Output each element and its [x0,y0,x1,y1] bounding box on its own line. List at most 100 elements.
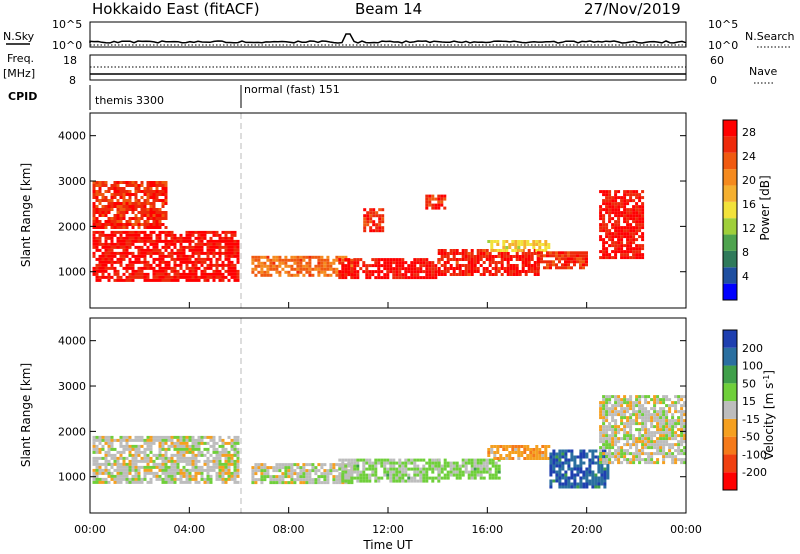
power-echo-cell [125,226,129,229]
power-echo-cell [602,244,606,248]
velocity-echo-cell [683,419,687,423]
velocity-echo-cell [392,473,396,477]
velocity-echo-cell [422,464,426,468]
velocity-echo-cell [407,461,411,465]
power-echo-cell [227,254,231,258]
velocity-echo-cell [146,453,150,457]
power-echo-cell [194,236,198,240]
velocity-echo-cell [585,455,589,459]
colorbar-segment [723,250,737,268]
power-echo-cell [155,196,159,199]
power-echo-cell [161,272,165,276]
velocity-echo-cell [567,449,571,453]
velocity-echo-cell [482,476,486,480]
power-echo-cell [116,199,120,202]
nsearch-tick-bottom: 10^0 [708,39,738,52]
velocity-echo-cell [167,468,171,472]
power-echo-cell [152,251,156,255]
velocity-echo-cell [446,476,450,480]
velocity-echo-cell [668,437,672,441]
power-echo-cell [419,270,423,274]
power-echo-cell [626,226,630,230]
velocity-echo-cell [635,404,639,408]
power-echo-cell [113,214,117,217]
velocity-echo-cell [95,462,99,466]
power-echo-cell [485,252,489,255]
velocity-echo-cell [511,445,515,448]
velocity-echo-cell [538,454,542,457]
cpid-mode-0: themis 3300 [95,94,164,107]
power-echo-cell [200,230,204,234]
velocity-echo-cell [641,419,645,423]
velocity-echo-cell [588,479,592,483]
power-echo-cell [626,190,630,194]
power-echo-cell [209,272,213,276]
velocity-echo-cell [644,434,648,438]
power-echo-cell [116,257,120,261]
velocity-echo-cell [320,463,324,467]
power-echo-cell [353,261,357,265]
power-echo-cell [347,261,351,265]
velocity-echo-cell [413,464,417,468]
velocity-echo-cell [567,479,571,483]
velocity-echo-cell [599,452,603,456]
power-echo-cell [155,275,159,279]
power-echo-cell [419,276,423,280]
velocity-echo-cell [290,481,294,485]
power-echo-cell [158,269,162,273]
power-echo-cell [140,230,144,234]
velocity-echo-cell [365,461,369,465]
velocity-echo-cell [573,482,577,486]
power-echo-cell [101,245,105,249]
power-echo-cell [506,261,510,264]
power-echo-cell [529,243,533,246]
velocity-echo-cell [221,453,225,457]
power-echo-cell [395,264,399,268]
power-echo-cell [532,243,536,246]
velocity-echo-cell [576,467,580,471]
velocity-echo-cell [647,440,651,444]
power-echo-cell [128,181,132,184]
velocity-echo-cell [541,457,545,460]
velocity-echo-cell [161,438,165,442]
velocity-echo-cell [149,450,153,454]
velocity-echo-cell [567,464,571,468]
power-echo-cell [341,264,345,268]
power-echo-cell [538,249,542,252]
power-echo-cell [335,258,339,262]
velocity-echo-cell [479,473,483,477]
power-echo-cell [410,276,414,280]
velocity-echo-cell [677,446,681,450]
colorbar-segment [723,136,737,153]
velocity-echo-cell [296,466,300,470]
velocity-echo-cell [209,477,213,481]
power-echo-cell [638,235,642,239]
velocity-echo-cell [641,449,645,453]
power-echo-cell [176,278,180,282]
velocity-echo-cell [128,444,132,448]
velocity-echo-cell [311,463,315,467]
power-echo-cell [98,278,102,282]
power-echo-cell [254,258,258,262]
power-echo-cell [305,255,309,259]
power-echo-cell [431,261,435,265]
power-echo-cell [260,273,264,277]
velocity-echo-cell [665,416,669,420]
velocity-echo-cell [182,480,186,484]
power-echo-cell [500,261,504,264]
velocity-echo-cell [92,438,96,442]
power-echo-cell [608,253,612,257]
power-echo-cell [164,181,168,184]
power-echo-cell [218,233,222,237]
power-echo-cell [170,248,174,252]
power-echo-cell [110,184,114,187]
x-tick-label: 08:00 [273,523,305,536]
power-echo-cell [494,273,498,276]
velocity-echo-cell [176,456,180,460]
velocity-echo-cell [296,475,300,479]
velocity-echo-cell [413,470,417,474]
velocity-echo-cell [185,480,189,484]
power-echo-cell [350,258,354,262]
velocity-echo-cell [599,413,603,417]
power-echo-cell [161,187,165,190]
